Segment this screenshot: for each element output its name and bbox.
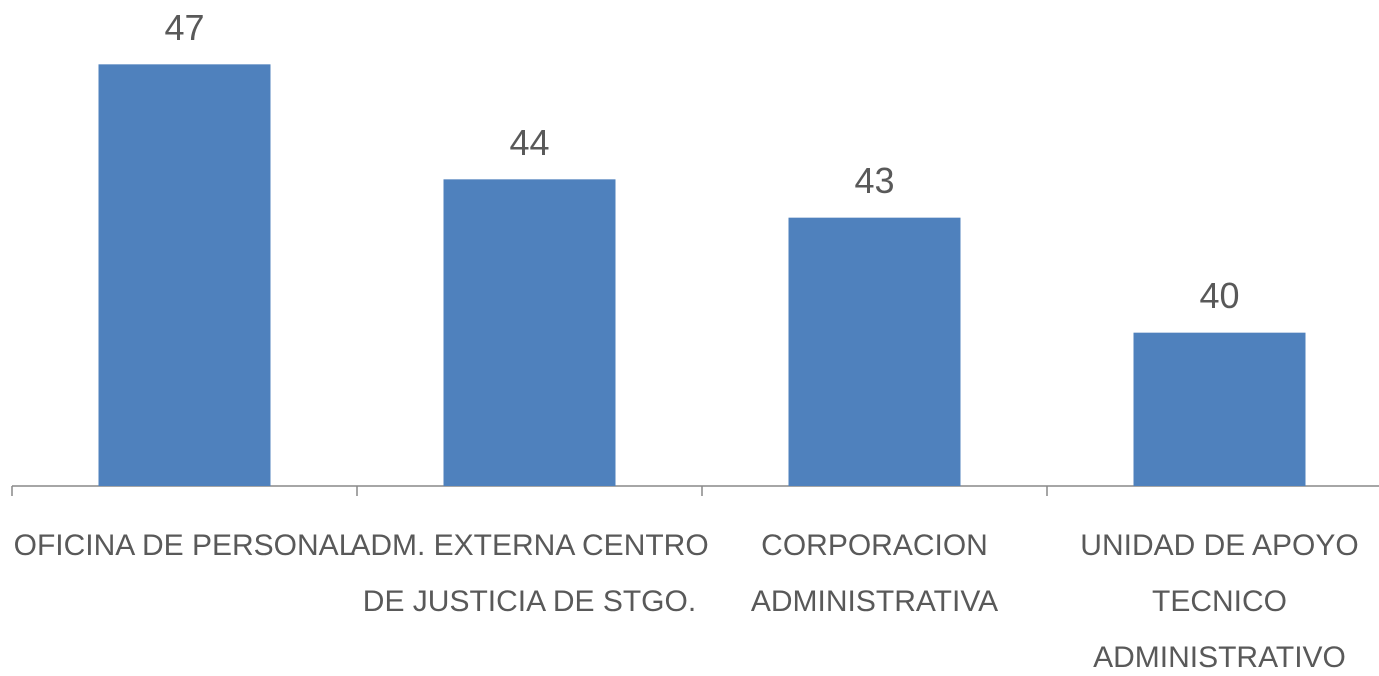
data-label: 40 bbox=[1199, 275, 1239, 316]
x-tick-label: CORPORACION bbox=[761, 529, 988, 562]
data-label: 44 bbox=[509, 122, 549, 163]
bar bbox=[98, 64, 271, 486]
x-tick-label: ADMINISTRATIVA bbox=[751, 585, 998, 618]
x-tick-label: TECNICO bbox=[1152, 585, 1287, 618]
bar bbox=[788, 217, 961, 486]
x-tick-label: ADM. EXTERNA CENTRO bbox=[350, 529, 708, 562]
x-tick-label: ADMINISTRATIVO bbox=[1093, 641, 1346, 674]
data-label: 43 bbox=[854, 160, 894, 201]
bar bbox=[443, 179, 616, 487]
x-tick-label: DE JUSTICIA DE STGO. bbox=[363, 585, 696, 618]
x-tick-label: OFICINA DE PERSONAL bbox=[14, 529, 356, 562]
x-tick-label: UNIDAD DE APOYO bbox=[1080, 529, 1358, 562]
bar bbox=[1133, 332, 1306, 486]
data-label: 47 bbox=[164, 7, 204, 48]
